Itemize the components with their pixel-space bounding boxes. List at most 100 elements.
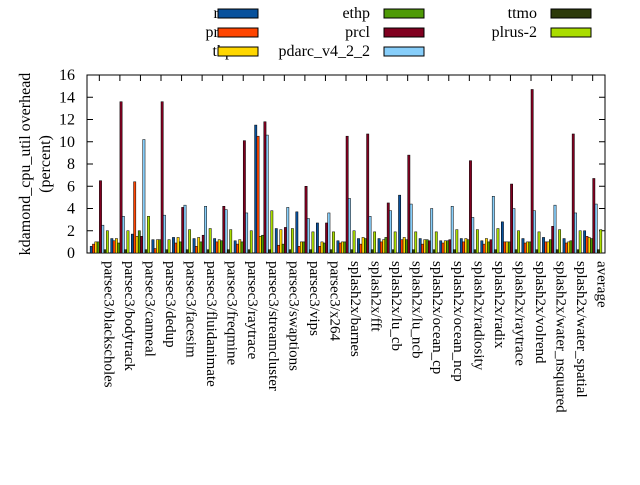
bar-plrus-2 xyxy=(188,229,192,254)
bar-plrus-2 xyxy=(290,228,294,254)
bar-plrus-2 xyxy=(455,229,459,254)
bar-ethp xyxy=(199,241,203,254)
x-tick-label: parsec3/dedup xyxy=(162,261,178,348)
bar-plrus-2 xyxy=(517,230,520,254)
bar-thp xyxy=(526,241,529,254)
bar-pdarc_v4_2_2 xyxy=(306,218,310,254)
legend-label: plrus-2 xyxy=(492,24,537,41)
bar-thp xyxy=(217,239,221,254)
bar-ethp xyxy=(569,240,573,254)
bar-ttmo xyxy=(288,249,292,254)
bar-plrus-2 xyxy=(270,210,274,254)
bar-pdarc_v4_2_2 xyxy=(245,212,249,254)
bar-prec xyxy=(359,243,363,254)
bar-pdarc_v4_2_2 xyxy=(471,217,475,254)
bar-pdarc_v4_2_2 xyxy=(450,206,454,254)
bar-pdarc_v4_2_2 xyxy=(368,216,372,254)
bar-ttmo xyxy=(247,249,251,254)
x-tick-label: splash2x/lu_cb xyxy=(388,261,404,351)
bar-plrus-2 xyxy=(373,231,377,254)
bar-plrus-2 xyxy=(332,231,335,254)
x-tick-label: parsec3/fluidanimate xyxy=(203,261,219,387)
bar-prcl xyxy=(119,101,123,254)
bar-ttmo xyxy=(535,249,539,254)
bar-ethp xyxy=(240,241,244,254)
bar-rec xyxy=(254,124,258,254)
bar-pdarc_v4_2_2 xyxy=(512,208,516,254)
bar-thp xyxy=(402,237,406,254)
bar-thp xyxy=(505,241,509,254)
bar-thp xyxy=(300,241,303,254)
x-tick-label: parsec3/canneal xyxy=(141,261,157,357)
bar-plrus-2 xyxy=(105,230,109,254)
bar-ttmo xyxy=(432,249,436,254)
bar-pdarc_v4_2_2 xyxy=(389,210,392,254)
y-tick-label: 10 xyxy=(59,134,75,151)
bar-prec xyxy=(153,248,157,254)
bar-ethp xyxy=(446,240,450,254)
bar-ethp xyxy=(261,234,265,254)
bar-prcl xyxy=(99,180,102,254)
bar-rec xyxy=(562,238,566,254)
bar-prcl xyxy=(551,226,555,254)
bar-prec xyxy=(441,242,445,254)
bar-rec xyxy=(274,228,278,254)
legend-swatch-ttmo xyxy=(550,8,592,19)
bar-rec xyxy=(398,194,402,254)
y-tick-label: 14 xyxy=(59,89,75,106)
bar-thp xyxy=(279,229,283,254)
bar-prcl xyxy=(222,206,226,254)
bar-prec xyxy=(194,246,198,254)
x-tick-label: splash2x/ocean_ncp xyxy=(450,261,466,382)
y-tick-label: 6 xyxy=(67,178,75,195)
x-tick-label: parsec3/facesim xyxy=(183,261,199,358)
bar-prcl xyxy=(366,133,370,254)
bar-prec xyxy=(523,242,527,254)
bar-pdarc_v4_2_2 xyxy=(163,214,166,254)
bar-thp xyxy=(320,241,324,254)
y-tick-label: 8 xyxy=(67,156,75,173)
bar-rec xyxy=(480,240,484,254)
bar-thp xyxy=(341,241,344,254)
bar-thp xyxy=(197,237,201,254)
x-tick-label: parsec3/streamcluster xyxy=(265,261,281,391)
legend-swatch-prec xyxy=(217,27,259,38)
bar-prec xyxy=(133,181,137,254)
bar-pdarc_v4_2_2 xyxy=(327,212,331,254)
bar-prec xyxy=(318,246,322,254)
bar-ttmo xyxy=(185,249,189,254)
bar-thp xyxy=(361,237,365,254)
bar-pdarc_v4_2_2 xyxy=(265,134,269,254)
bar-prcl xyxy=(592,178,596,254)
x-tick-label: splash2x/volrend xyxy=(532,261,548,364)
legend-swatch-prcl xyxy=(383,27,425,38)
bar-prec xyxy=(256,135,260,254)
bar-prec xyxy=(215,241,219,254)
bar-ttmo xyxy=(597,249,600,254)
bar-plrus-2 xyxy=(229,229,233,254)
bar-rec xyxy=(459,238,463,254)
bar-thp xyxy=(587,237,591,254)
bar-plrus-2 xyxy=(578,230,582,254)
y-tick-label: 12 xyxy=(59,112,75,129)
bar-ethp xyxy=(507,241,511,254)
bar-ttmo xyxy=(103,249,107,254)
bar-plrus-2 xyxy=(599,229,603,254)
x-tick-label: splash2x/fft xyxy=(368,261,384,332)
bar-pdarc_v4_2_2 xyxy=(204,206,207,254)
bar-prec xyxy=(585,236,589,254)
bar-prec xyxy=(92,243,95,254)
bar-thp xyxy=(423,239,427,254)
bar-ethp xyxy=(281,243,285,254)
bar-thp xyxy=(443,240,447,254)
bar-ttmo xyxy=(391,249,395,254)
bar-thp xyxy=(546,241,550,254)
bar-rec xyxy=(357,238,360,254)
bar-prcl xyxy=(325,222,328,254)
x-tick-label: parsec3/freqmine xyxy=(224,261,240,365)
bar-plrus-2 xyxy=(249,230,253,254)
bar-pdarc_v4_2_2 xyxy=(121,216,125,254)
bar-ttmo xyxy=(206,249,210,254)
bar-prcl xyxy=(242,140,246,254)
